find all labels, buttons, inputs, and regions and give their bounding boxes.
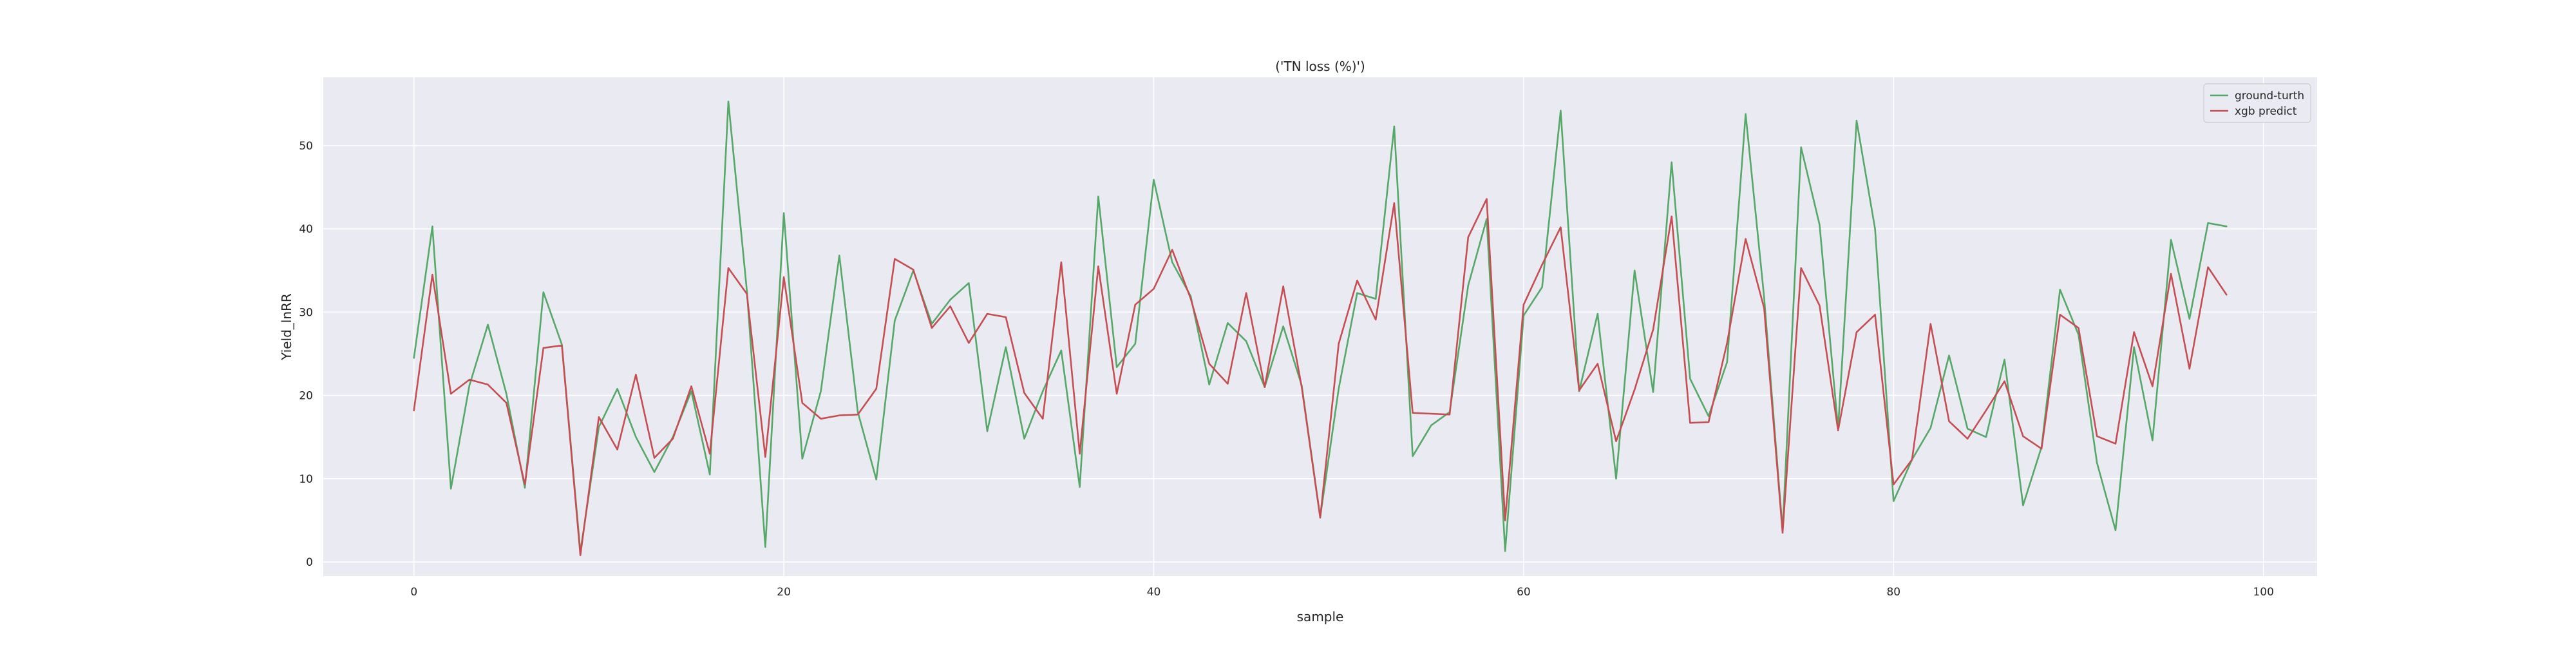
y-axis-label: Yield_lnRR [279, 293, 294, 361]
series-lines [413, 101, 2228, 557]
legend-label: xgb predict [2235, 105, 2297, 118]
series-line-1 [413, 198, 2228, 557]
legend-label: ground-turth [2235, 90, 2304, 102]
x-tick-label: 100 [2253, 586, 2273, 599]
y-tick-label: 40 [299, 223, 313, 236]
grid-lines [323, 77, 2317, 576]
y-tick-label: 0 [306, 556, 313, 569]
x-tick-label: 20 [777, 586, 791, 599]
y-tick-label: 10 [299, 473, 313, 486]
tick-labels: 0 20 40 60 80 100 0 10 20 30 40 50 [299, 140, 2274, 599]
legend: ground-turth xgb predict [2203, 83, 2311, 123]
x-tick-label: 40 [1147, 586, 1161, 599]
x-tick-label: 60 [1517, 586, 1531, 599]
chart-title: ('TN loss (%)') [1275, 59, 1365, 74]
x-axis-label: sample [1297, 609, 1344, 624]
plot-area [323, 77, 2317, 576]
y-tick-label: 50 [299, 140, 313, 153]
y-tick-label: 20 [299, 390, 313, 403]
y-tick-label: 30 [299, 306, 313, 319]
legend-box [2203, 83, 2311, 123]
x-tick-label: 80 [1886, 586, 1900, 599]
x-tick-label: 0 [410, 586, 417, 599]
